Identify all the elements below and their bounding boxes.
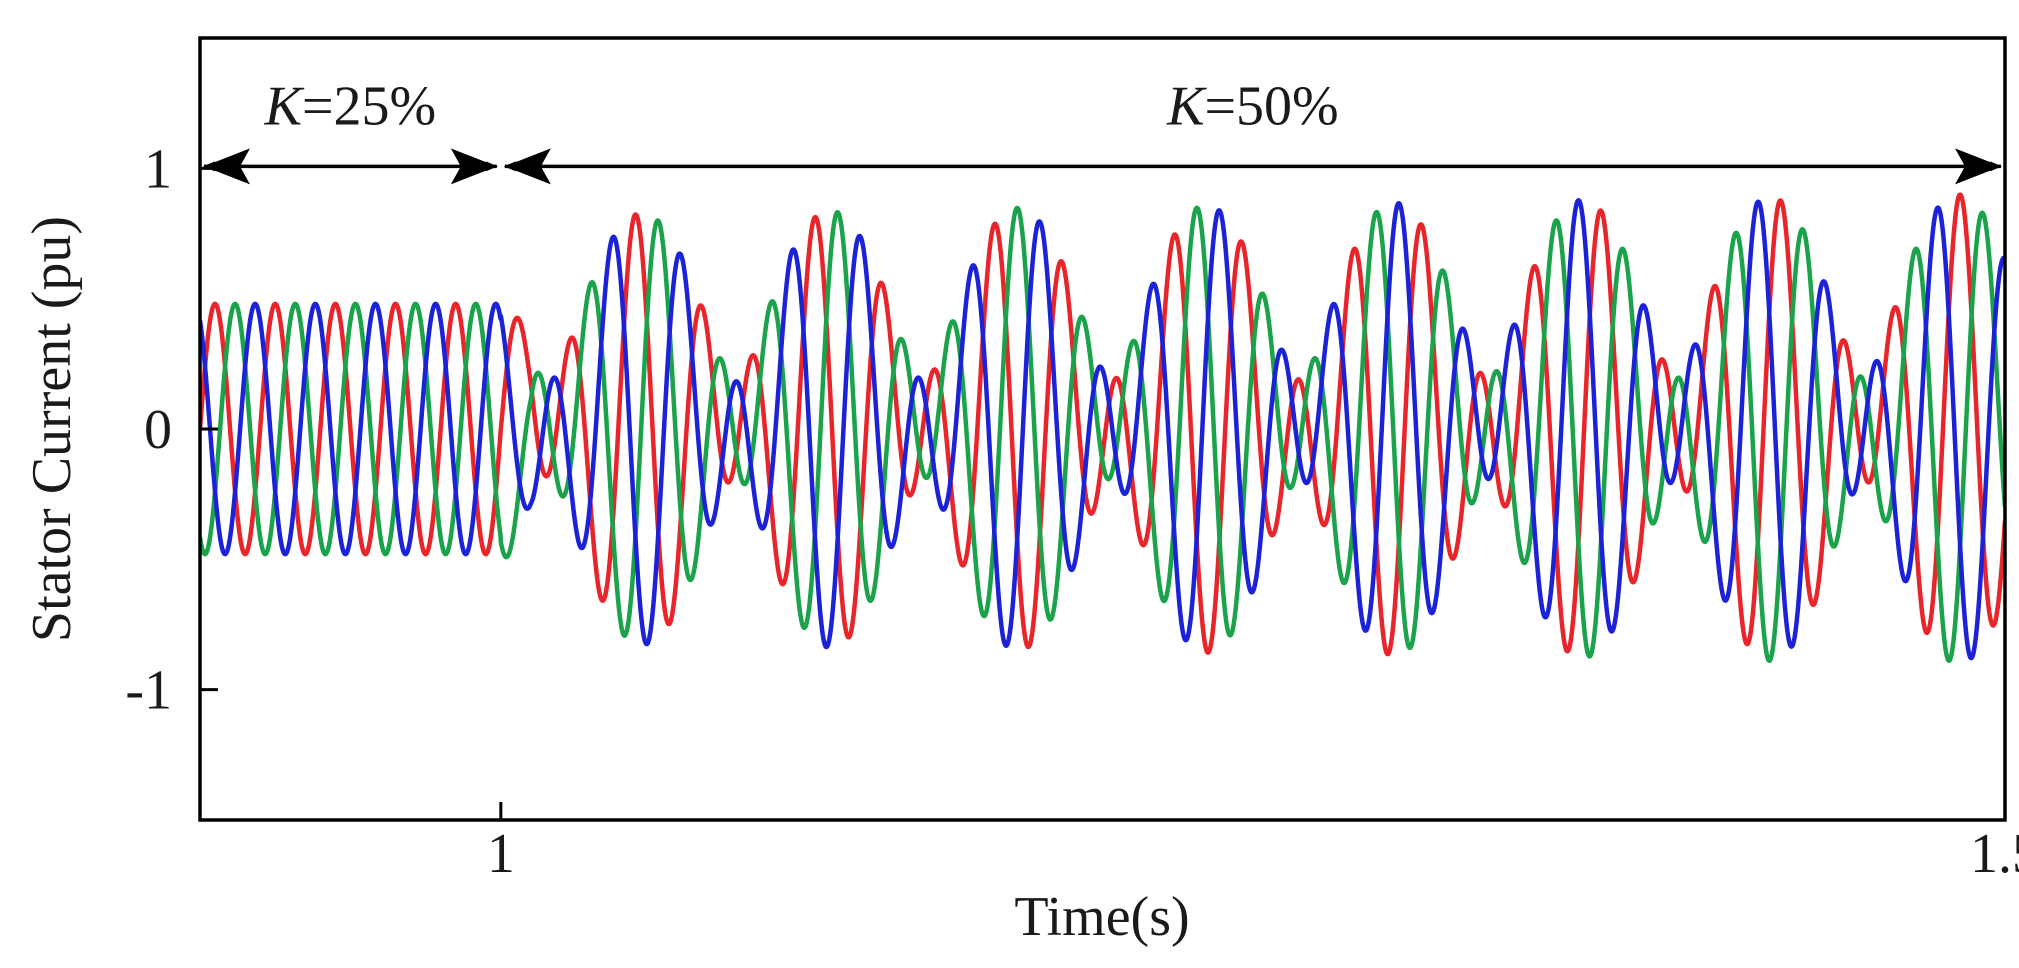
annotation-value-2: =50% bbox=[1204, 75, 1338, 137]
x-tick-label-2: 1.5 bbox=[1970, 823, 2019, 885]
series-line-1 bbox=[200, 192, 2005, 657]
y-tick-label-2: 0 bbox=[144, 399, 172, 461]
annotation-variable-2: K bbox=[1166, 75, 1207, 137]
x-axis-label: Time(s) bbox=[1014, 886, 1189, 948]
annotation-label-2: K=50% bbox=[1166, 75, 1339, 137]
annotation-arrowhead-2-2 bbox=[1955, 148, 2001, 185]
annotation-arrowhead-1-1 bbox=[204, 148, 250, 185]
series-lines bbox=[200, 192, 2005, 663]
y-tick-label-1: 1 bbox=[144, 138, 172, 200]
annotation-arrowhead-2-1 bbox=[504, 148, 551, 185]
annotation-variable-1: K bbox=[264, 75, 305, 137]
axis-ticks: 1 1.5 1 0 -1 bbox=[125, 138, 2019, 885]
y-tick-label-3: -1 bbox=[125, 660, 172, 722]
annotation-value-1: =25% bbox=[302, 75, 436, 137]
y-axis-label: Stator Current (pu) bbox=[21, 216, 83, 642]
annotation-label-1: K=25% bbox=[264, 75, 437, 137]
annotation-arrowhead-1-2 bbox=[450, 148, 497, 185]
series-line-2 bbox=[200, 205, 2005, 663]
x-tick-label-1: 1 bbox=[487, 823, 515, 885]
series-line-3 bbox=[200, 198, 2005, 661]
annotations: K=25% K=50% bbox=[203, 75, 2002, 185]
